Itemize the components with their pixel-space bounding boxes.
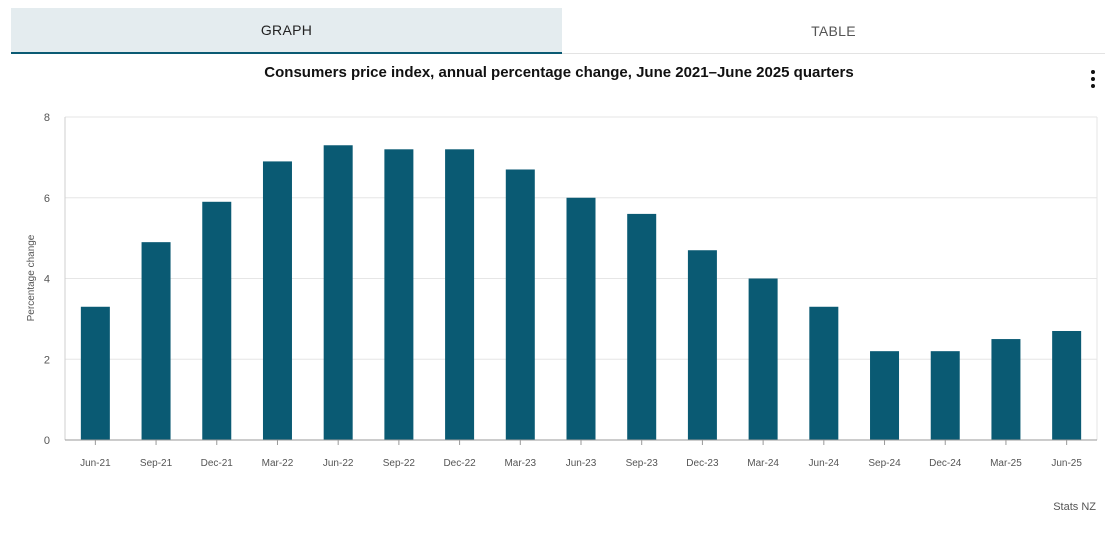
x-tick-label: Jun-25 [1051,458,1082,469]
bar-jun-21[interactable] [80,306,110,440]
x-tick-label: Jun-24 [809,458,840,469]
x-tick-label: Sep-23 [626,458,659,469]
bar-sep-24[interactable] [870,351,900,440]
bar-chart: 0 2 4 6 8 Jun-21 Sep-21 Dec-21 Mar-22 Jun-22 Sep-2… [26,112,1098,469]
bar-sep-22[interactable] [384,149,414,441]
bars [80,145,1082,441]
x-tick-label: Mar-22 [262,458,294,469]
bar-mar-25[interactable] [991,339,1021,440]
x-tick-label: Sep-22 [383,458,416,469]
chart-title: Consumers price index, annual percentage… [264,64,854,81]
x-tick-label: Dec-23 [686,458,719,469]
bar-sep-23[interactable] [627,213,657,440]
y-tick-label: 2 [44,354,50,366]
bar-mar-24[interactable] [748,278,778,441]
bar-mar-23[interactable] [505,169,535,441]
x-tick-label: Jun-23 [566,458,597,469]
x-tick-label: Sep-24 [868,458,901,469]
x-tick-label: Dec-22 [443,458,476,469]
x-tick-label: Mar-23 [504,458,536,469]
x-tick-label: Dec-21 [201,458,234,469]
bar-jun-22[interactable] [323,145,353,440]
bar-jun-25[interactable] [1052,330,1082,440]
vertical-ellipsis-icon[interactable] [1085,68,1101,90]
bar-dec-21[interactable] [202,201,232,440]
x-tick-label: Sep-21 [140,458,173,469]
x-tick-label: Dec-24 [929,458,962,469]
source-credit: Stats NZ [1053,501,1096,513]
x-tick-label: Mar-25 [990,458,1022,469]
y-tick-label: 6 [44,193,50,205]
view-tabs: GRAPH TABLE [11,8,1105,54]
bar-sep-21[interactable] [141,242,171,440]
tab-table[interactable]: TABLE [562,8,1105,54]
x-tick-label: Jun-21 [80,458,111,469]
y-tick-label: 0 [44,435,50,447]
x-tick-label: Mar-24 [747,458,779,469]
tab-graph[interactable]: GRAPH [11,8,562,54]
y-tick-label: 4 [44,274,50,286]
bar-jun-23[interactable] [566,197,596,440]
y-tick-label: 8 [44,112,50,124]
axes: 0 2 4 6 8 Jun-21 Sep-21 Dec-21 Mar-22 Jun-22 Sep-2… [44,112,1097,469]
bar-mar-22[interactable] [262,161,292,440]
x-tick-label: Jun-22 [323,458,354,469]
bar-dec-23[interactable] [687,250,717,440]
y-axis-label: Percentage change [26,234,37,321]
bar-dec-22[interactable] [445,149,475,441]
bar-dec-24[interactable] [930,351,960,440]
bar-jun-24[interactable] [809,306,839,440]
